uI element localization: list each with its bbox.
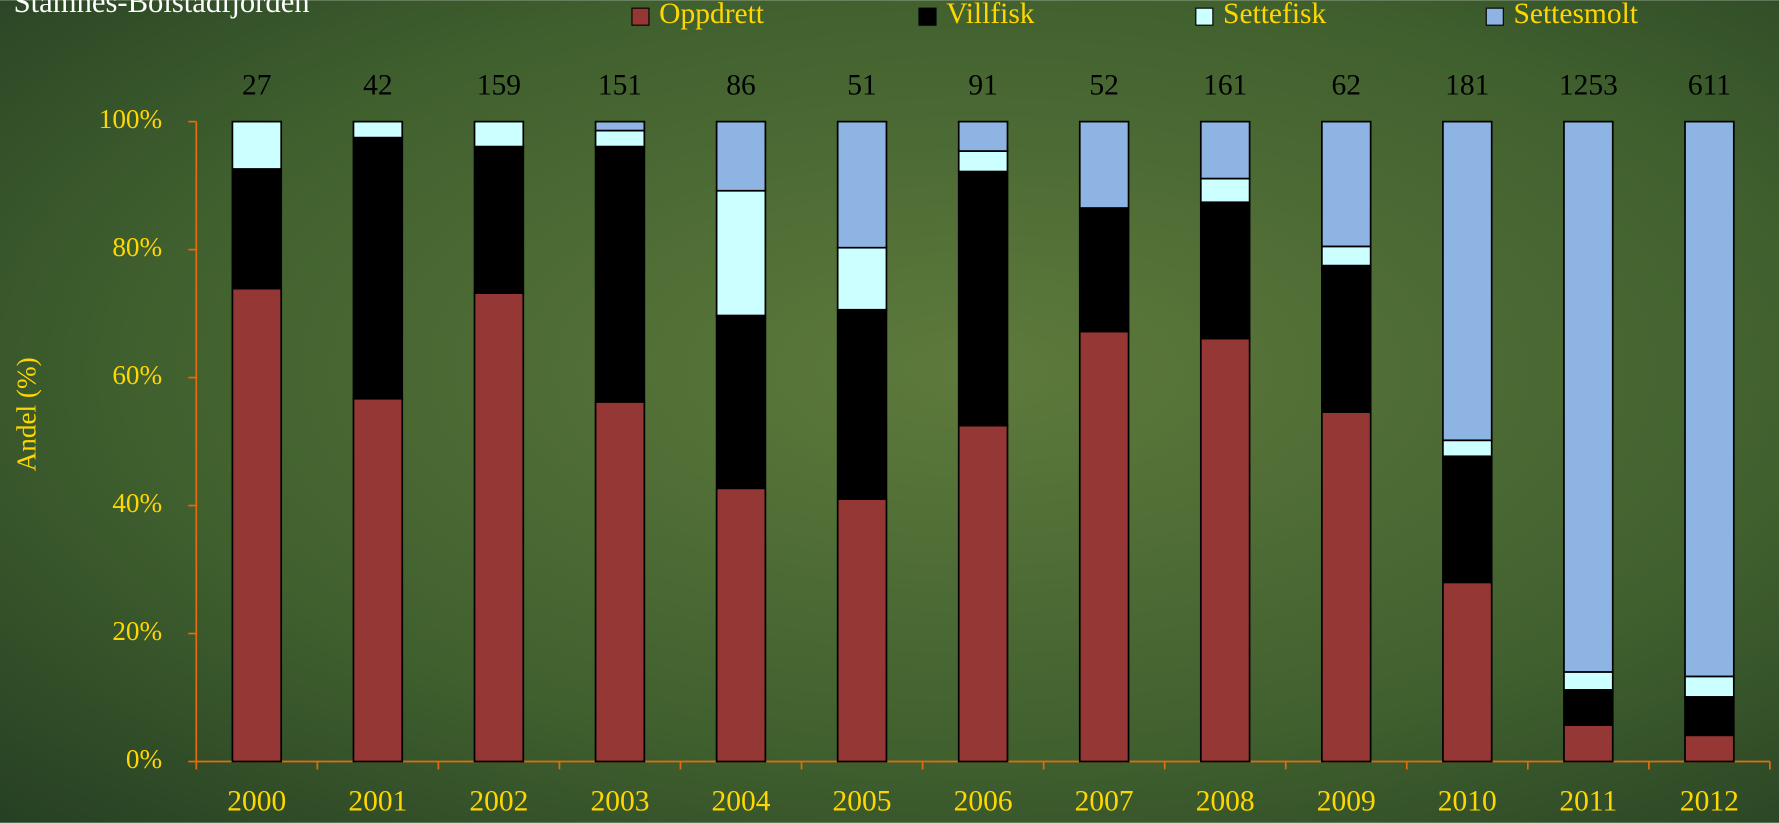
- total-label: 91: [968, 69, 997, 101]
- y-axis-label: Andel (%): [12, 357, 42, 471]
- x-tick-label: 2001: [348, 785, 407, 817]
- bar-segment: [1199, 337, 1251, 763]
- y-tick-label: 80%: [112, 232, 162, 262]
- bar-segment: [1684, 696, 1735, 737]
- bar-segment: [231, 120, 283, 170]
- bar-segment: [1684, 675, 1735, 698]
- total-label: 86: [726, 69, 755, 101]
- bar-segment: [715, 487, 767, 763]
- legend-label: Oppdrett: [659, 0, 765, 30]
- total-label: 611: [1688, 69, 1731, 101]
- y-tick-label: 60%: [112, 360, 162, 390]
- bar-segment: [1684, 120, 1735, 678]
- total-label: 62: [1332, 69, 1361, 101]
- bar-segment: [1563, 688, 1614, 726]
- x-tick-label: 2011: [1559, 785, 1617, 817]
- y-tick-label: 0%: [126, 744, 162, 774]
- x-tick-label: 2009: [1317, 785, 1376, 817]
- x-tick-label: 2003: [590, 785, 649, 817]
- bar-segment: [715, 314, 767, 490]
- x-tick-label: 2005: [833, 785, 892, 817]
- bar-segment: [957, 424, 1009, 763]
- bar-segment: [836, 498, 888, 763]
- bar-segment: [473, 145, 525, 294]
- legend-label: Settesmolt: [1514, 0, 1639, 30]
- legend-swatch: [918, 7, 937, 26]
- y-tick-label: 100%: [99, 104, 163, 134]
- bar-segment: [715, 120, 767, 192]
- bar-segment: [957, 120, 1009, 152]
- bar-segment: [594, 120, 646, 132]
- bar-segment: [352, 120, 404, 139]
- x-tick-label: 2008: [1196, 785, 1255, 817]
- bar-segment: [352, 397, 404, 763]
- bar-segment: [1563, 120, 1614, 673]
- bar-segment: [1199, 201, 1251, 340]
- bar-segment: [1078, 120, 1130, 209]
- bar-segment: [594, 129, 646, 148]
- bar-segment: [1442, 581, 1493, 763]
- bar-segment: [1563, 671, 1614, 691]
- bar-segment: [957, 150, 1009, 173]
- bar-segment: [231, 168, 283, 290]
- bar-segment: [1563, 724, 1614, 763]
- total-label: 159: [477, 69, 521, 101]
- x-tick-label: 2004: [712, 785, 771, 817]
- legend-swatch: [631, 7, 650, 26]
- total-label: 151: [598, 69, 642, 101]
- x-tick-label: 2012: [1680, 785, 1739, 817]
- y-tick-label: 40%: [112, 488, 162, 518]
- bar-segment: [836, 120, 888, 249]
- x-tick-label: 2007: [1075, 785, 1134, 817]
- bar-segment: [1199, 120, 1251, 180]
- x-tick-label: 2000: [227, 785, 286, 817]
- bar-segment: [473, 120, 525, 148]
- legend-label: Settefisk: [1223, 0, 1326, 30]
- y-tick-label: 20%: [112, 616, 162, 646]
- bar-segment: [1321, 264, 1372, 413]
- bar-segment: [1321, 120, 1372, 248]
- bar-segment: [352, 136, 404, 400]
- bar-segment: [1199, 177, 1251, 204]
- legend-label: Villfisk: [946, 0, 1035, 30]
- bar-segment: [473, 292, 525, 763]
- bar-segment: [1442, 439, 1493, 458]
- total-label: 52: [1089, 69, 1118, 101]
- total-label: 42: [363, 69, 392, 101]
- bar-segment: [1321, 411, 1372, 763]
- total-label: 1253: [1559, 69, 1618, 101]
- total-label: 181: [1445, 69, 1489, 101]
- x-tick-label: 2006: [954, 785, 1013, 817]
- bar-segment: [594, 145, 646, 403]
- bar-segment: [1442, 455, 1493, 584]
- bar-segment: [1078, 330, 1130, 763]
- bar-segment: [1442, 120, 1493, 442]
- x-tick-label: 2002: [469, 785, 528, 817]
- bar-segment: [957, 170, 1009, 427]
- total-label: 27: [242, 69, 271, 101]
- x-tick-label: 2010: [1438, 785, 1497, 817]
- bar-segment: [715, 189, 767, 317]
- total-label: 161: [1203, 69, 1247, 101]
- legend-swatch: [1195, 7, 1214, 26]
- bar-segment: [594, 401, 646, 763]
- total-label: 51: [847, 69, 876, 101]
- bar-segment: [836, 308, 888, 501]
- legend-swatch: [1485, 7, 1504, 26]
- bar-segment: [1321, 245, 1372, 267]
- bar-segment: [836, 246, 888, 311]
- bar-segment: [1078, 207, 1130, 333]
- bar-segment: [231, 287, 283, 763]
- chart-title: Stamnes-Bolstadfjorden: [14, 0, 310, 19]
- bar-segment: [1684, 734, 1735, 763]
